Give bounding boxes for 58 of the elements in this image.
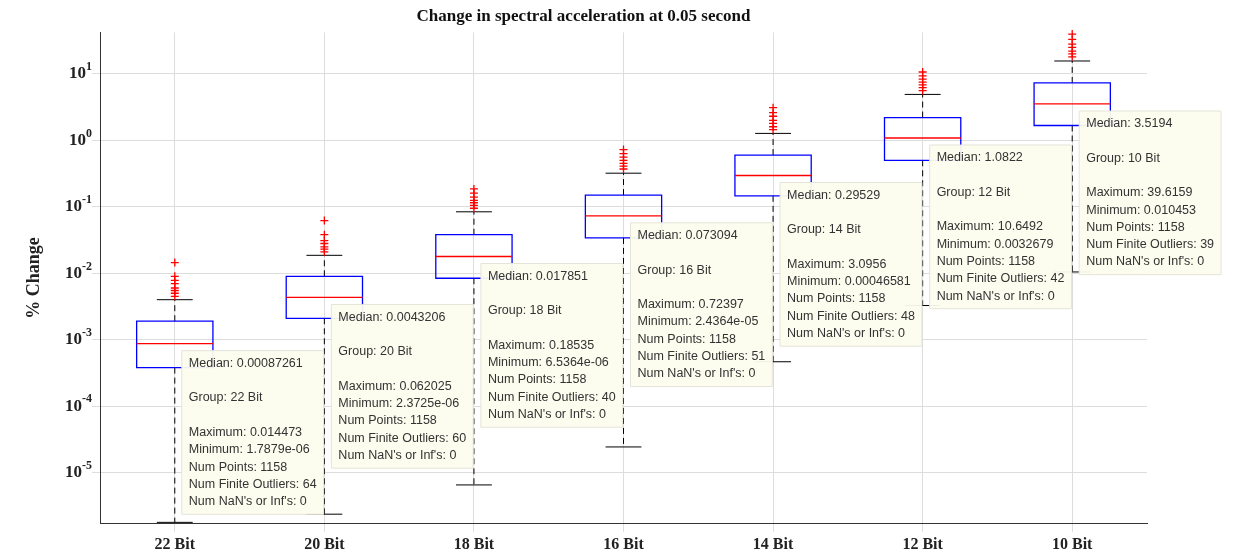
annotation: Median: 0.073094 — [637, 227, 738, 242]
annotation: Num Points: 1158 — [188, 459, 288, 474]
x-tick-label: 20 Bit — [304, 534, 346, 552]
annotation: Num NaN's or Inf's: 0 — [787, 326, 906, 341]
annotation: Maximum: 3.0956 — [787, 256, 887, 271]
x-tick-label: 12 Bit — [902, 534, 944, 552]
annotation: Num Points: 1158 — [487, 372, 587, 387]
annotation: Group: 10 Bit — [1086, 150, 1161, 165]
annotation: Num NaN's or Inf's: 0 — [637, 366, 756, 381]
annotation: Num Finite Outliers: 40 — [487, 389, 616, 404]
annotation: Minimum: 0.010453 — [1086, 202, 1197, 217]
annotation: Minimum: 6.5364e-06 — [487, 355, 609, 370]
annotation: Median: 3.5194 — [1086, 116, 1173, 131]
annotation: Num Finite Outliers: 60 — [338, 430, 467, 445]
annotation: Median: 0.0043206 — [338, 309, 446, 324]
x-tick-label: 10 Bit — [1051, 534, 1094, 552]
annotation: Num Points: 1158 — [1086, 219, 1185, 234]
annotation: Maximum: 39.6159 — [1086, 185, 1193, 200]
annotation: Maximum: 0.014473 — [188, 424, 303, 439]
annotation: Num Finite Outliers: 51 — [637, 349, 766, 364]
annotation: Num Finite Outliers: 64 — [188, 476, 317, 491]
annotation: Num Finite Outliers: 48 — [787, 308, 915, 323]
annotation: Minimum: 1.7879e-06 — [188, 442, 310, 457]
annotation: Num Points: 1158 — [787, 291, 886, 306]
annotation: Median: 1.0822 — [936, 150, 1023, 165]
annotation: Maximum: 0.062025 — [338, 378, 452, 393]
annotation: Group: 16 Bit — [637, 262, 712, 277]
x-tick-label: 16 Bit — [603, 534, 645, 552]
annotation: Num Finite Outliers: 42 — [936, 271, 1065, 286]
annotation: Median: 0.017851 — [487, 268, 589, 283]
annotation: Maximum: 0.18535 — [487, 337, 595, 352]
annotation: Num Points: 1158 — [637, 331, 736, 346]
annotation: Median: 0.29529 — [787, 187, 881, 202]
x-tick-label: 18 Bit — [453, 534, 495, 552]
annotation: Minimum: 2.3725e-06 — [338, 396, 460, 411]
annotation: Minimum: 0.0032679 — [936, 236, 1054, 251]
annotation: Group: 12 Bit — [936, 184, 1011, 199]
annotation: Num Finite Outliers: 39 — [1086, 237, 1215, 252]
annotation: Maximum: 10.6492 — [936, 219, 1043, 234]
annotation: Num Points: 1158 — [338, 413, 437, 428]
y-axis-title: % Change — [23, 237, 44, 319]
annotation: Median: 0.00087261 — [188, 355, 303, 370]
annotation: Num NaN's or Inf's: 0 — [1086, 254, 1205, 269]
annotation: Group: 20 Bit — [338, 344, 413, 359]
x-tick-label: 14 Bit — [752, 534, 794, 552]
annotation: Num NaN's or Inf's: 0 — [338, 447, 457, 462]
annotation: Minimum: 0.00046581 — [787, 274, 911, 289]
annotation: Num NaN's or Inf's: 0 — [487, 407, 606, 422]
chart-title: Change in spectral acceleration at 0.05 second — [416, 5, 751, 25]
annotation: Num Points: 1158 — [936, 253, 1036, 268]
annotation: Num NaN's or Inf's: 0 — [188, 494, 307, 509]
annotation: Group: 18 Bit — [487, 303, 563, 318]
x-tick-label: 22 Bit — [154, 534, 196, 552]
annotation: Group: 22 Bit — [188, 390, 263, 405]
annotation: Maximum: 0.72397 — [637, 297, 744, 312]
annotation: Num NaN's or Inf's: 0 — [936, 288, 1055, 303]
annotation: Minimum: 2.4364e-05 — [637, 314, 759, 329]
annotation: Group: 14 Bit — [787, 222, 862, 237]
